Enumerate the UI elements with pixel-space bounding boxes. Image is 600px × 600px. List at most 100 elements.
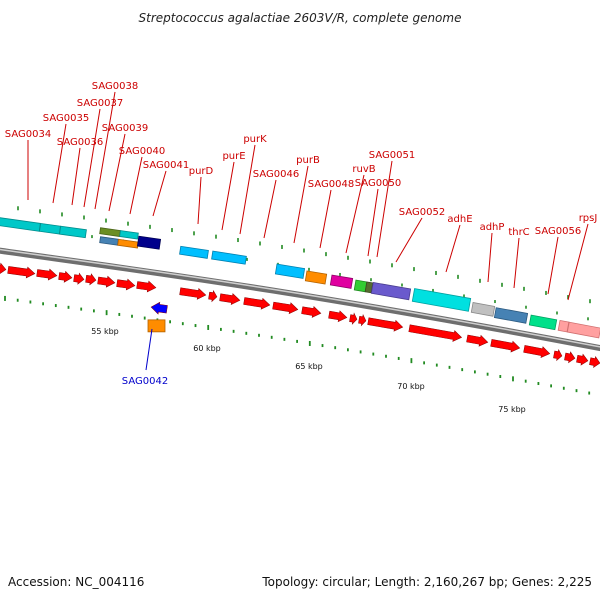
gene-label: purB: [296, 155, 320, 166]
label-leader: [487, 232, 493, 283]
label-leader: [513, 237, 520, 289]
cds-arrow: [408, 324, 463, 342]
cds-arrow: [36, 268, 58, 281]
feature-bar: [136, 235, 162, 250]
label-leader: [197, 176, 202, 225]
cds-arrow: [358, 313, 367, 327]
label-leader: [71, 147, 81, 206]
scale-label: 60 kbp: [193, 344, 221, 353]
label-leader: [367, 188, 379, 257]
label-leader: [94, 91, 116, 210]
gene-label: SAG0050: [355, 178, 401, 189]
genome-backbone: [0, 247, 600, 352]
gene-label: SAG0052: [399, 207, 445, 218]
gene-label: SAG0035: [43, 113, 89, 124]
scale-label: 75 kbp: [498, 405, 526, 414]
label-leader: [129, 156, 143, 215]
cds-arrow: [243, 297, 271, 310]
gene-label: SAG0040: [119, 146, 165, 157]
gene-label: rpsJ: [579, 213, 598, 224]
gene-label: SAG0037: [77, 98, 123, 109]
cds-arrow: [576, 353, 589, 366]
cds-arrow: [301, 306, 322, 318]
feature-bar: [304, 270, 328, 285]
cds-arrow: [97, 275, 116, 288]
gene-label: SAG0048: [308, 179, 354, 190]
feature-bar: [99, 236, 119, 246]
cds-arrow: [328, 310, 348, 323]
cds-arrow: [58, 270, 73, 283]
label-leader: [567, 223, 589, 301]
cds-arrow: [367, 317, 404, 332]
scale-labels: 55 kbp 60 kbp 65 kbp 70 kbp 75 kbp: [91, 327, 526, 414]
feature-bar: [179, 245, 209, 259]
label-leaders: [27, 91, 589, 371]
gene-label: adhE: [447, 214, 472, 225]
label-leader: [293, 165, 309, 244]
gene-label: SAG0039: [102, 123, 148, 134]
gene-labels: SAG0034 SAG0035 SAG0036 SAG0037 SAG0038 SAG00…: [5, 81, 598, 387]
cds-arrow: [208, 289, 218, 303]
cds-arrow: [466, 334, 489, 347]
label-leader: [547, 236, 559, 295]
feature-bar: [274, 263, 306, 279]
scale-label: 65 kbp: [295, 362, 323, 371]
gene-label: SAG0056: [535, 226, 581, 237]
feature-bar: [557, 319, 570, 333]
cds-arrow: [490, 339, 521, 353]
label-leader: [83, 108, 101, 208]
gene-label: SAG0041: [143, 160, 189, 171]
label-leader: [345, 174, 365, 254]
feature-bar: [39, 222, 61, 235]
gene-label: ruvB: [352, 164, 375, 175]
cds-arrow: [7, 266, 36, 279]
cds-arrow: [589, 356, 600, 369]
cds-arrow: [116, 278, 136, 291]
gene-label: adhP: [480, 222, 505, 233]
cds-arrow: [150, 301, 168, 315]
feature-bar: [147, 319, 166, 333]
feature-bar: [470, 302, 496, 317]
feature-bar: [119, 230, 139, 240]
cds-arrow: [523, 345, 551, 359]
cds-arrow: [0, 262, 7, 275]
gene-label: purD: [189, 166, 214, 177]
label-leader: [445, 224, 461, 273]
cds-arrow: [272, 301, 299, 315]
feature-bar: [411, 288, 472, 312]
gene-label: purK: [243, 134, 267, 145]
feature-bar: [329, 274, 354, 289]
scale-label: 70 kbp: [397, 382, 425, 391]
label-leader: [221, 161, 235, 231]
feature-bar: [59, 225, 87, 239]
feature-bar: [370, 282, 412, 301]
gene-label: SAG0038: [92, 81, 138, 92]
gene-label: SAG0034: [5, 129, 51, 140]
cds-arrow: [85, 273, 97, 286]
label-leader: [319, 189, 332, 249]
gene-label: SAG0051: [369, 150, 415, 161]
feature-bar: [493, 307, 529, 324]
feature-bar: [528, 314, 558, 331]
tick-marks: [4, 206, 591, 395]
feature-bar: [99, 227, 121, 237]
label-leader: [152, 170, 167, 217]
label-leader: [145, 328, 153, 371]
map-title: Streptococcus agalactiae 2603V/R, comple…: [139, 11, 462, 25]
feature-bar: [211, 250, 247, 265]
cds-arrow: [73, 272, 85, 285]
label-leader: [263, 179, 277, 239]
feature-bar: [0, 216, 41, 232]
gene-label: SAG0046: [253, 169, 299, 180]
cds-arrow: [219, 293, 241, 305]
gene-label: SAG0042: [122, 376, 168, 387]
cds-arrow: [136, 280, 157, 293]
feature-bars: [0, 216, 600, 339]
label-leader: [395, 217, 423, 263]
cds-arrow: [349, 312, 358, 325]
label-leader: [52, 123, 67, 204]
genome-summary-text: Topology: circular; Length: 2,160,267 bp…: [261, 575, 592, 589]
gene-label: purE: [222, 151, 245, 162]
scale-label: 55 kbp: [91, 327, 119, 336]
